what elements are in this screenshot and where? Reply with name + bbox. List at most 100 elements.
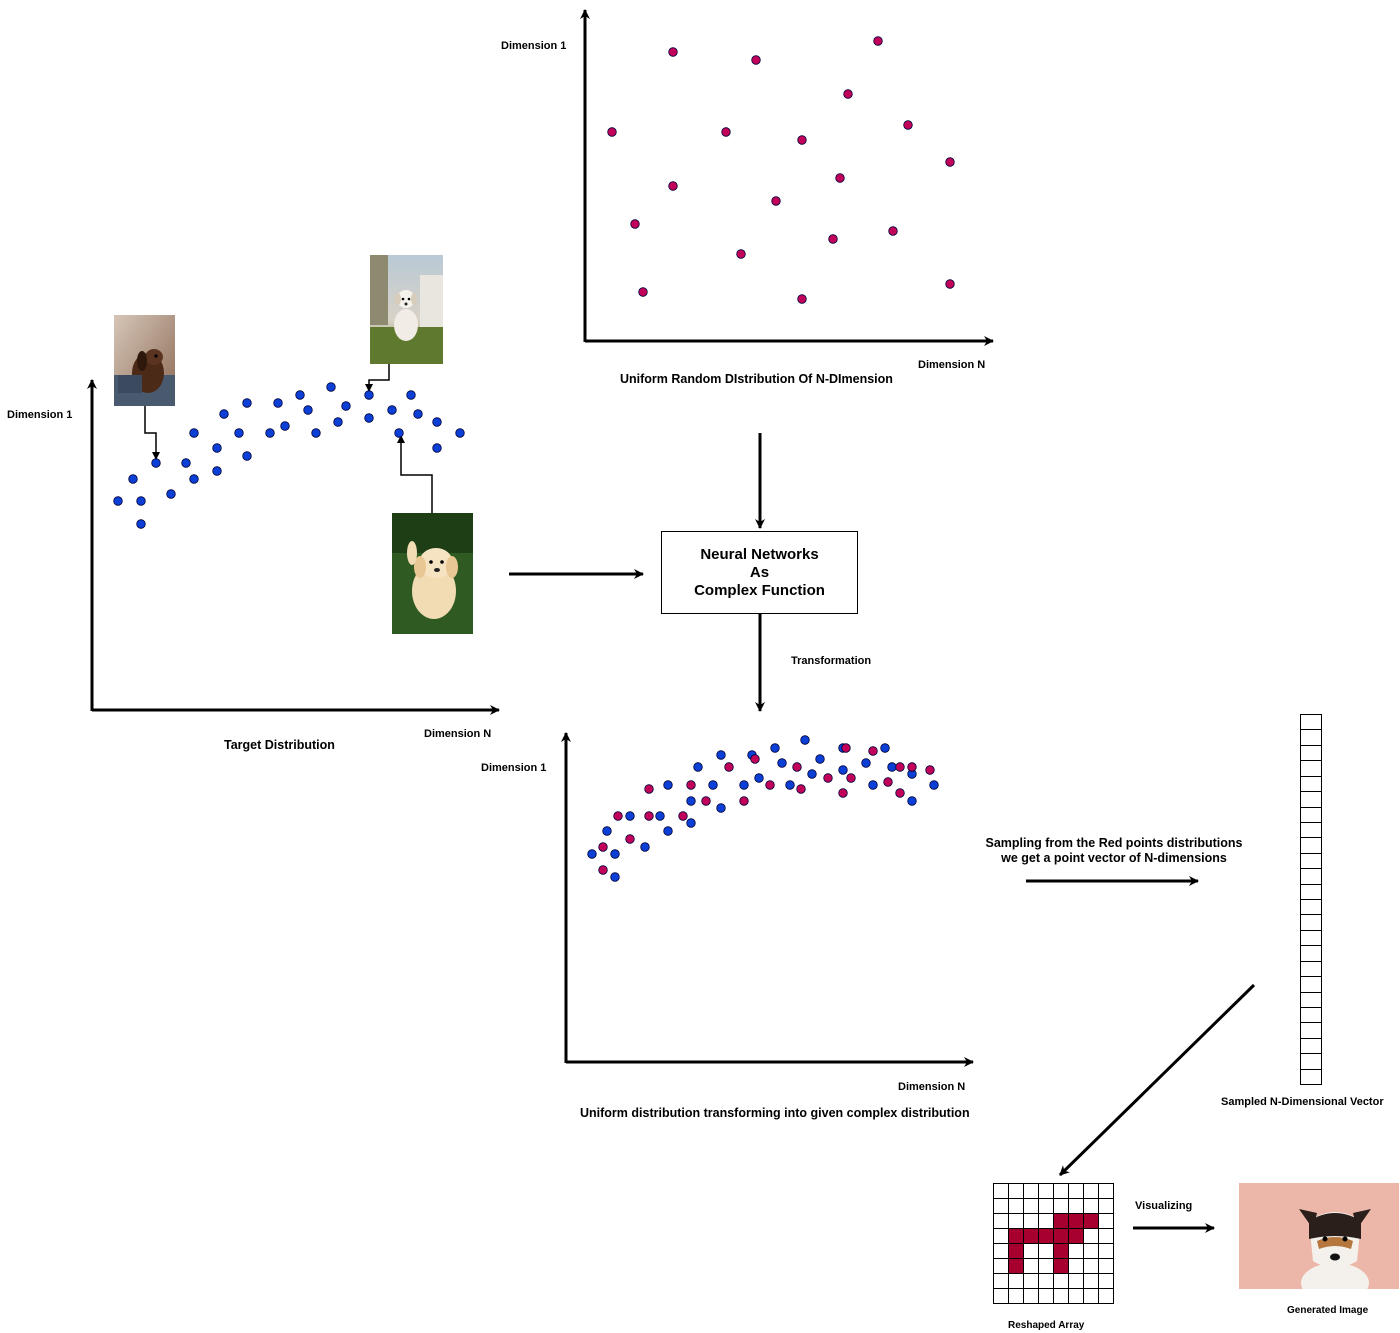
target-point (166, 489, 176, 499)
reshaped-array-cell (1024, 1199, 1039, 1214)
transform-uniform-point (841, 743, 851, 753)
transform-uniform-point (750, 754, 760, 764)
reshaped-array-cell (1039, 1184, 1054, 1199)
vector-cell (1301, 823, 1321, 839)
uniform-point (945, 157, 955, 167)
reshaped-array-cell (1084, 1274, 1099, 1289)
transform-target-point (663, 826, 673, 836)
reshaped-array-cell (1039, 1229, 1054, 1244)
uniform-point (630, 219, 640, 229)
uniform-plot-caption: Uniform Random DIstribution Of N-DImensi… (620, 372, 893, 386)
reshaped-array-cell (1009, 1289, 1024, 1304)
vector-cell (1301, 900, 1321, 916)
uniform-point (607, 127, 617, 137)
transform-uniform-point (792, 762, 802, 772)
transform-target-point (587, 849, 597, 859)
reshaped-array-cell (1099, 1289, 1114, 1304)
vector-cell (1301, 1023, 1321, 1039)
reshaped-array-cell (1009, 1274, 1024, 1289)
transform-uniform-point (925, 765, 935, 775)
uniform-point (843, 89, 853, 99)
reshaped-array-cell (1084, 1199, 1099, 1214)
target-plot-x-label: Dimension N (424, 728, 492, 740)
uniform-points (607, 36, 955, 304)
vector-cell (1301, 1070, 1321, 1084)
reshaped-array-cell (1009, 1214, 1024, 1229)
target-plot-y-label: Dimension 1 (7, 409, 73, 421)
transform-uniform-point (765, 780, 775, 790)
reshaped-array-cell (1084, 1229, 1099, 1244)
vector-cell (1301, 808, 1321, 823)
transform-uniform-point (895, 762, 905, 772)
target-point (326, 382, 336, 392)
transform-uniform-point (644, 811, 654, 821)
reshaped-array-cell (1099, 1214, 1114, 1229)
reshaped-array-cell (1099, 1274, 1114, 1289)
transform-uniform-point (739, 796, 749, 806)
transform-target-point (800, 735, 810, 745)
vector-cell (1301, 869, 1321, 885)
target-point (242, 451, 252, 461)
vector-cell (1301, 838, 1321, 854)
reshaped-array-cell (994, 1289, 1009, 1304)
target-point (151, 458, 161, 468)
reshaped-array-cell (1054, 1259, 1069, 1274)
reshaped-array-cell (1084, 1214, 1099, 1229)
target-point (295, 390, 305, 400)
target-point (406, 390, 416, 400)
uniform-point (945, 279, 955, 289)
transform-plot-caption: Uniform distribution transforming into g… (580, 1106, 970, 1120)
reshaped-array-cell (994, 1244, 1009, 1259)
reshaped-array-cell (994, 1184, 1009, 1199)
reshaped-array-cell (1009, 1244, 1024, 1259)
transform-uniform-point (868, 746, 878, 756)
target-point (189, 428, 199, 438)
vector-cell (1301, 885, 1321, 901)
target-point (387, 405, 397, 415)
reshaped-array-cell (994, 1229, 1009, 1244)
transform-plot-axes (561, 732, 974, 1067)
transformation-label: Transformation (791, 655, 872, 667)
transform-target-point (838, 765, 848, 775)
uniform-point (797, 135, 807, 145)
transform-uniform-point (613, 811, 623, 821)
transform-target-point (861, 758, 871, 768)
uniform-point (828, 234, 838, 244)
target-point (311, 428, 321, 438)
transform-uniform-point (625, 834, 635, 844)
reshaped-array-label: Reshaped Array (1008, 1320, 1085, 1331)
reshaped-array-cell (1069, 1184, 1084, 1199)
transform-target-point (868, 780, 878, 790)
reshaped-array-cell (1039, 1214, 1054, 1229)
uniform-plot-axes (580, 9, 994, 346)
reshaped-array-cell (1039, 1199, 1054, 1214)
reshaped-array-cell (1099, 1229, 1114, 1244)
reshaped-array-cell (1009, 1199, 1024, 1214)
target-point (234, 428, 244, 438)
transform-uniform-point (701, 796, 711, 806)
transform-target-point (610, 872, 620, 882)
target-point (113, 496, 123, 506)
transform-uniform-point (907, 762, 917, 772)
vector-cell (1301, 993, 1321, 1009)
reshaped-array-cell (994, 1259, 1009, 1274)
sampling-label: Sampling from the Red points distributio… (985, 836, 1243, 865)
transform-points (587, 735, 939, 882)
target-point (212, 466, 222, 476)
sampled-vector (1300, 714, 1322, 1085)
reshaped-array-cell (1069, 1199, 1084, 1214)
reshaped-array-cell (1069, 1274, 1084, 1289)
dog-photo-white-puppy (370, 255, 443, 364)
uniform-point (751, 55, 761, 65)
vector-cell (1301, 946, 1321, 962)
reshaped-array-cell (994, 1214, 1009, 1229)
uniform-point (668, 181, 678, 191)
dog-photo-dachshund (114, 315, 175, 406)
transform-target-point (610, 849, 620, 859)
target-point (136, 496, 146, 506)
neural-network-text: Neural Networks As Complex Function (694, 545, 825, 599)
transform-target-point (663, 780, 673, 790)
vector-cell (1301, 1054, 1321, 1070)
transform-target-point (655, 811, 665, 821)
uniform-point (873, 36, 883, 46)
